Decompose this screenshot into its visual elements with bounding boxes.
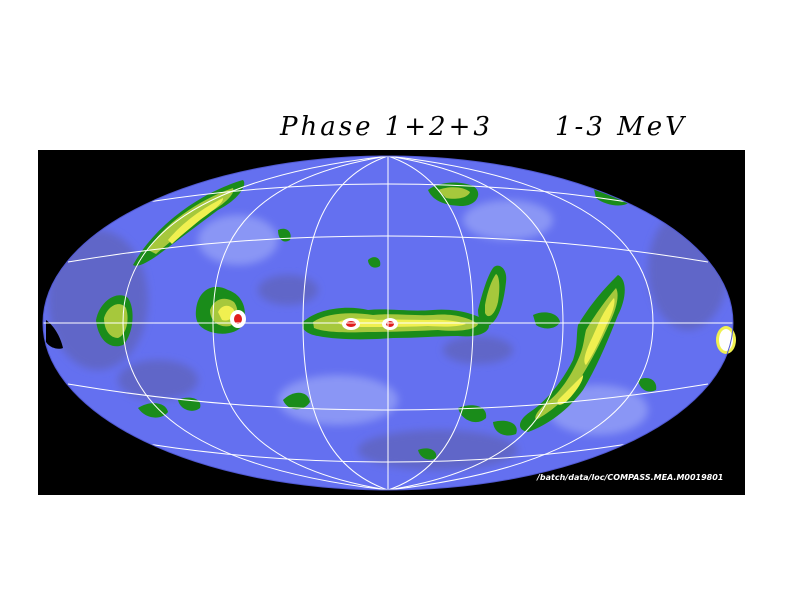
parallel-n30 <box>67 235 709 263</box>
title-phase: Phase 1+2+3 <box>280 112 493 142</box>
sky-texture <box>48 200 728 470</box>
title-energy-band: 1-3 MeV <box>554 112 687 142</box>
parallel-n60 <box>147 183 629 203</box>
source-file-path: /batch/data/loc/COMPASS.MEA.M0019801 <box>537 473 724 482</box>
source-limb-right <box>716 326 736 354</box>
parallel-s30 <box>67 383 709 411</box>
limb-dark-patch <box>46 320 63 349</box>
all-sky-map-svg <box>42 155 736 491</box>
all-sky-map <box>38 150 745 495</box>
map-title: Phase 1+2+3 1-3 MeV <box>280 112 687 142</box>
coordinate-grid <box>43 156 733 490</box>
parallel-s60 <box>147 443 629 463</box>
emission-layer <box>46 180 728 470</box>
sky-outline <box>42 155 734 491</box>
